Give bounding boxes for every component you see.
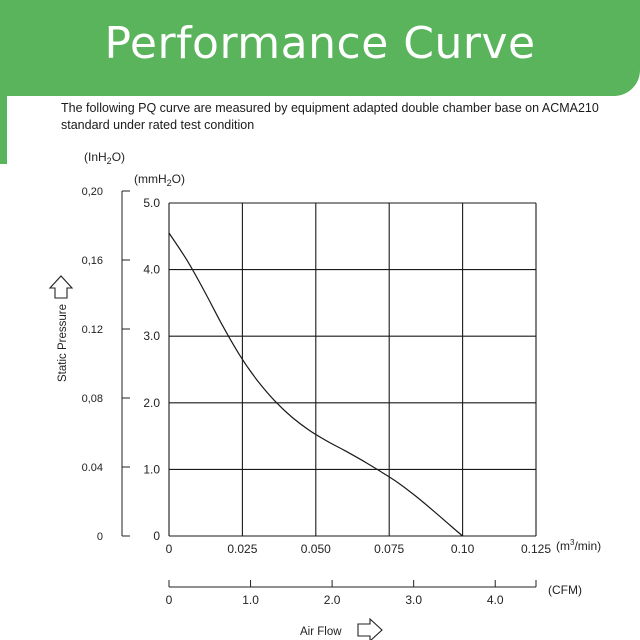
y2-tick-label: 0,16 xyxy=(82,255,103,267)
chart-description: The following PQ curve are measured by e… xyxy=(61,101,599,132)
y-tick-label: 2.0 xyxy=(143,396,160,410)
y2-tick-label: 0 xyxy=(97,531,103,543)
x2-tick-label: 3.0 xyxy=(405,593,422,607)
x-tick-label: 0 xyxy=(166,542,173,556)
header-banner xyxy=(0,0,640,96)
x-tick-label: 0.075 xyxy=(374,542,404,556)
x-tick-label: 0.025 xyxy=(227,542,257,556)
y2-units-label: (InH2O) xyxy=(84,150,125,166)
pq-curve-series xyxy=(168,232,463,537)
y-tick-label: 5.0 xyxy=(143,196,160,210)
x2-tick-label: 1.0 xyxy=(242,593,259,607)
y-units-label: (mmH2O) xyxy=(134,172,185,188)
y2-tick-label: 0.04 xyxy=(82,462,103,474)
up-arrow-icon xyxy=(48,275,74,299)
right-arrow-icon xyxy=(357,617,383,640)
page-title: Performance Curve xyxy=(104,18,536,69)
x2-tick-label: 0 xyxy=(166,593,173,607)
x-tick-label: 0.10 xyxy=(451,542,475,556)
banner-accent xyxy=(0,96,7,164)
y-tick-label: 4.0 xyxy=(143,263,160,277)
x2-tick-label: 4.0 xyxy=(487,593,504,607)
y2-tick-label: 0.12 xyxy=(82,324,103,336)
y-tick-label: 3.0 xyxy=(143,329,160,343)
y-tick-label: 1.0 xyxy=(143,462,160,476)
x-units-label: (m3/min) xyxy=(556,538,601,553)
x-tick-label: 0.050 xyxy=(301,542,331,556)
y-tick-label: 0 xyxy=(153,529,160,543)
x-tick-label: 0.125 xyxy=(521,542,551,556)
x-axis-title: Air Flow xyxy=(300,626,342,638)
x2-tick-label: 2.0 xyxy=(324,593,341,607)
y-axis-title: Static Pressure xyxy=(57,304,69,382)
y2-tick-label: 0,20 xyxy=(82,186,103,198)
x2-units-label: (CFM) xyxy=(548,583,582,597)
y2-tick-label: 0,08 xyxy=(82,393,103,405)
